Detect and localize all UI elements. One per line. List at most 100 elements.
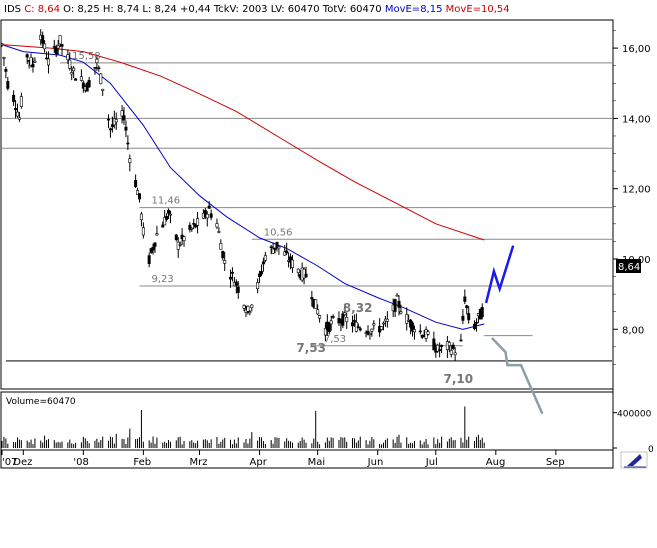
candle-body xyxy=(368,333,372,335)
candle-body xyxy=(203,209,207,218)
candle-body xyxy=(351,322,355,327)
candle-body xyxy=(182,236,186,241)
level-label: 15,58 xyxy=(72,51,101,62)
candle-body xyxy=(45,57,49,60)
candle-body xyxy=(190,227,194,230)
candle-body xyxy=(221,251,225,259)
candle-body xyxy=(310,297,314,300)
candle-body xyxy=(196,218,200,226)
candle-body xyxy=(134,180,138,187)
candle-body xyxy=(99,73,103,85)
candle-body xyxy=(343,312,347,315)
scroll-arrow-icon[interactable] xyxy=(620,451,648,469)
candle-body xyxy=(12,94,16,102)
low-value: L: 8,24 xyxy=(142,4,176,15)
candle-body xyxy=(418,330,422,333)
candle-body xyxy=(236,286,240,293)
price-tick-label: 12,00 xyxy=(622,185,651,196)
candle-body xyxy=(101,88,105,91)
candle-body xyxy=(97,67,101,70)
candle-body xyxy=(52,46,56,48)
candle-body xyxy=(192,223,196,225)
candle-body xyxy=(258,273,262,277)
annotation-label: 7,53 xyxy=(296,341,326,355)
candle-body xyxy=(0,43,4,46)
candle-body xyxy=(122,115,126,121)
candle-body xyxy=(60,44,64,47)
candle-body xyxy=(316,309,320,315)
candle-body xyxy=(304,273,308,278)
candle-body xyxy=(234,281,238,286)
candle-body xyxy=(459,339,463,342)
candle-body xyxy=(356,326,360,329)
candle-body xyxy=(331,316,335,318)
candle-body xyxy=(229,276,233,280)
candle-body xyxy=(120,110,124,117)
candle-body xyxy=(110,124,114,127)
candle-body xyxy=(399,311,403,314)
candle-body xyxy=(151,246,155,251)
volume-bars xyxy=(1,406,485,448)
time-tick-label: '07 xyxy=(2,457,17,468)
candle-body xyxy=(296,268,300,273)
annotation-label: 8,32 xyxy=(343,301,373,315)
candle-body xyxy=(14,108,18,111)
candle-body xyxy=(167,210,171,214)
candle-body xyxy=(323,328,327,336)
candle-body xyxy=(480,307,484,318)
moving-averages xyxy=(1,44,485,330)
volume-tick-label: 400000 xyxy=(617,410,652,420)
level-label: 11,46 xyxy=(151,196,180,207)
candle-body xyxy=(352,320,356,322)
candle-body xyxy=(209,213,213,218)
candle-body xyxy=(6,81,10,89)
open-value: O: 8,25 xyxy=(63,4,100,15)
candle-body xyxy=(290,259,294,269)
change-value: +0,44 xyxy=(180,4,211,15)
tick-volume: TckV: 2003 xyxy=(213,4,268,15)
candle-body xyxy=(174,234,178,240)
candle-body xyxy=(168,213,172,216)
candle-body xyxy=(137,193,141,200)
candle-body xyxy=(370,328,374,332)
candle-body xyxy=(474,322,478,324)
candle-body xyxy=(259,271,263,275)
candle-body xyxy=(242,305,246,309)
candle-body xyxy=(31,64,35,68)
candle-body xyxy=(114,119,118,123)
candle-body xyxy=(126,142,130,145)
candle-body xyxy=(58,35,62,45)
annotation-label: 7,10 xyxy=(444,372,474,386)
candle-body xyxy=(412,329,416,333)
price-tick-label: 14,00 xyxy=(622,114,651,125)
candle-body xyxy=(141,227,145,236)
candle-body xyxy=(358,328,362,331)
price-tick-label: 8,00 xyxy=(622,325,644,336)
candle-body xyxy=(188,224,192,230)
candle-body xyxy=(147,255,151,264)
candle-body xyxy=(93,67,97,69)
high-value: H: 8,74 xyxy=(103,4,139,15)
candle-body xyxy=(453,352,457,356)
candle-body xyxy=(136,190,140,195)
volume-panel-frame xyxy=(0,391,614,451)
last-volume: LV: 60470 xyxy=(271,4,320,15)
candle-body xyxy=(70,72,74,75)
candle-body xyxy=(341,313,345,326)
candle-body xyxy=(397,300,401,308)
candle-body xyxy=(43,43,47,50)
candle-body xyxy=(432,338,436,351)
candle-body xyxy=(17,117,21,120)
price-panel-frame xyxy=(0,19,614,390)
candle-body xyxy=(161,224,165,228)
candle-body xyxy=(273,247,277,250)
candle-body xyxy=(29,57,33,66)
candle-body xyxy=(473,323,477,330)
candle-body xyxy=(217,231,221,233)
candle-body xyxy=(153,242,157,247)
candle-body xyxy=(283,251,287,256)
candle-body xyxy=(163,217,167,226)
